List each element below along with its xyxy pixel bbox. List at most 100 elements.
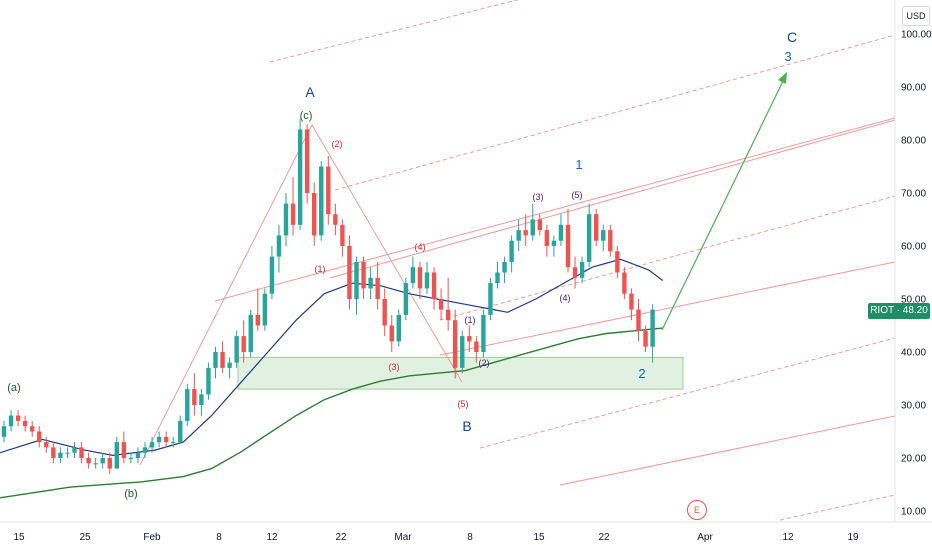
- candle-body-76: [537, 219, 542, 231]
- wave-label-p5: (5): [572, 190, 583, 200]
- candle-body-71: [502, 261, 507, 273]
- wave-label-r3: (3): [389, 362, 400, 372]
- candle-body-15: [107, 458, 112, 469]
- pitchfork-line-2: [334, 34, 896, 191]
- candle-body-73: [516, 230, 521, 241]
- candle-body-27: [192, 389, 197, 405]
- candle-body-56: [396, 314, 401, 342]
- candle-body-78: [551, 240, 557, 246]
- candle-body-9: [65, 452, 70, 454]
- price-tick-label: 20.00: [901, 454, 926, 465]
- earnings-event-badge[interactable]: E: [687, 500, 707, 520]
- time-tick-label: 8: [216, 532, 222, 543]
- wave-label-r5: (5): [458, 399, 469, 409]
- candle-body-10: [72, 447, 77, 453]
- pitchfork-line-1: [269, 0, 519, 63]
- candle-body-62: [438, 299, 444, 310]
- candle-body-67: [474, 341, 479, 352]
- pitchfork-line-8: [559, 415, 896, 486]
- candle-body-87: [615, 251, 620, 273]
- candle-body-2: [15, 415, 21, 421]
- candle-body-26: [185, 389, 190, 421]
- candle-body-86: [608, 230, 613, 252]
- time-tick-label: 22: [598, 532, 610, 543]
- candle-body-52: [368, 277, 373, 289]
- wave-label-p4: (4): [560, 293, 571, 303]
- candle-body-24: [171, 442, 176, 444]
- candle-body-82: [579, 261, 585, 278]
- candle-body-83: [586, 214, 592, 262]
- candle-body-46: [326, 166, 331, 215]
- candle-body-0: [1, 426, 7, 437]
- candle-body-38: [269, 256, 275, 294]
- candle-body-64: [453, 320, 458, 368]
- pitchfork-line-4: [214, 117, 896, 302]
- candle-body-32: [227, 362, 232, 368]
- candle-body-91: [643, 330, 648, 347]
- candle-body-12: [86, 458, 91, 464]
- candle-body-50: [354, 261, 359, 299]
- candle-body-34: [241, 336, 246, 352]
- candle-body-4: [30, 426, 35, 432]
- time-tick-label: 22: [335, 532, 347, 543]
- pitchfork-line-5: [439, 195, 896, 321]
- candle-body-66: [467, 336, 472, 342]
- price-tick-label: 10.00: [901, 507, 926, 518]
- candle-body-18: [128, 458, 134, 459]
- candle-body-44: [312, 193, 317, 236]
- candle-body-6: [44, 442, 49, 448]
- candle-body-85: [601, 230, 606, 241]
- pitchfork-lines: [214, 0, 896, 521]
- candle-body-3: [22, 420, 28, 427]
- candle-body-14: [100, 458, 105, 464]
- time-tick-label: Feb: [143, 532, 161, 543]
- currency-button[interactable]: USD: [902, 6, 930, 26]
- price-tick-label: 60.00: [901, 242, 926, 253]
- ema-fast-line: [0, 258, 664, 457]
- candle-body-53: [375, 277, 380, 299]
- candle-body-61: [431, 272, 437, 299]
- candle-body-39: [276, 235, 282, 257]
- candle-body-19: [135, 452, 141, 458]
- time-tick-label: 12: [782, 532, 794, 543]
- candle-body-55: [389, 325, 394, 342]
- wave-label-C: C: [787, 29, 797, 45]
- candle-body-65: [460, 336, 465, 368]
- candle-body-31: [220, 352, 225, 368]
- pitchfork-line-7: [479, 337, 896, 449]
- projection-arrow: [661, 72, 787, 331]
- candle-body-49: [347, 246, 352, 299]
- price-axis: 100.00 90.00 80.00 70.00 60.00 50.00 40.00 30.0…: [901, 30, 932, 518]
- price-tick-label: 40.00: [901, 348, 926, 359]
- candle-body-20: [142, 447, 148, 453]
- wave-label-r2: (2): [332, 139, 343, 149]
- candle-body-40: [283, 203, 289, 236]
- time-tick-label: 25: [79, 532, 91, 543]
- candle-body-59: [417, 267, 423, 289]
- candle-body-29: [206, 367, 211, 395]
- candle-body-77: [544, 230, 550, 246]
- pitchfork-line-6: [439, 261, 896, 356]
- candle-body-11: [79, 447, 84, 458]
- candle-body-8: [58, 452, 63, 458]
- last-price-label: RIOT · 48.20: [868, 303, 930, 319]
- candle-body-28: [199, 394, 204, 405]
- candle-body-54: [382, 299, 387, 326]
- projection-arrowhead: [778, 72, 787, 84]
- candle-body-81: [572, 267, 578, 278]
- abc-wave-path: [139, 123, 463, 466]
- candle-body-37: [262, 293, 268, 326]
- candle-body-35: [248, 314, 253, 352]
- ema-slow-line: [0, 327, 663, 499]
- candle-body-21: [149, 442, 155, 448]
- candle-body-79: [558, 224, 564, 241]
- candle-body-33: [234, 336, 239, 363]
- time-tick-label: 12: [266, 532, 278, 543]
- wave-label-r1: (1): [315, 264, 326, 274]
- candle-body-58: [410, 267, 416, 284]
- candles: [1, 118, 655, 474]
- candle-body-89: [629, 293, 634, 310]
- time-tick-label: 15: [533, 532, 545, 543]
- price-tick-label: 100.00: [901, 30, 932, 41]
